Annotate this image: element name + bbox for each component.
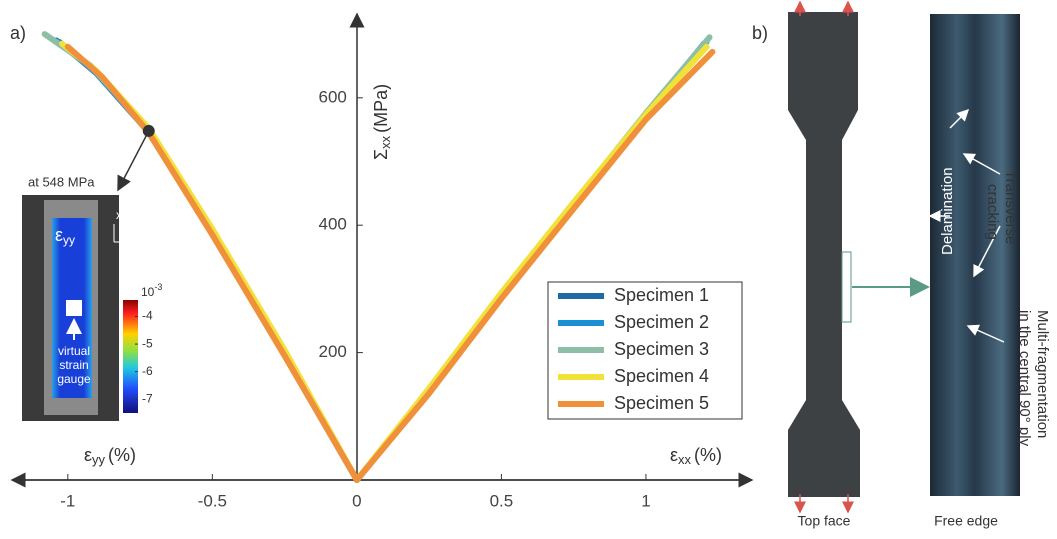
chart: a) -1 -0.5 0 0.5 1 200 400 600 εyy (%) εxx (%) Σx… (10, 12, 754, 510)
colorbar-tick-label: -6 (142, 364, 153, 378)
pointer (973, 225, 1001, 278)
gauge-label-3: gauge (57, 372, 91, 386)
pointer (949, 108, 970, 129)
panel-label: a) (10, 23, 26, 43)
colorbar (123, 300, 138, 413)
inset: εyy virtual strain gauge x y 10-3 -4 -5 -6… (22, 195, 162, 421)
x-tick-label: -0.5 (198, 491, 227, 510)
zoom-box (841, 251, 852, 323)
x-label: εxx (%) (670, 445, 722, 468)
legend-label: Specimen 4 (614, 366, 709, 386)
fragmentation-label-2: in the central 90° ply (1016, 310, 1033, 447)
legend-label: Specimen 5 (614, 393, 709, 413)
legend: Specimen 1 Specimen 2 Specimen 3 Specimen 4… (547, 281, 743, 420)
free-edge-label: Free edge (934, 513, 998, 529)
legend-label: Specimen 3 (614, 339, 709, 359)
y-tick-label: 400 (319, 215, 347, 234)
specimen-photo (788, 12, 860, 497)
series-line (64, 43, 716, 483)
transverse-label-1: Transverse (1002, 170, 1019, 244)
delamination-label: Delamination (939, 167, 956, 255)
x-tick-label: 0 (352, 491, 361, 510)
y-label: Σxx(MPa) (371, 84, 394, 160)
legend-label: Specimen 1 (614, 285, 709, 305)
x-label-left: εyy (%) (84, 445, 136, 468)
inset-axis-x: x (116, 208, 122, 222)
annotation-arrow (117, 130, 150, 192)
plot-area: -1 -0.5 0 0.5 1 200 400 600 (41, 31, 716, 510)
free-edge-photo (930, 14, 1020, 496)
legend-label: Specimen 2 (614, 312, 709, 332)
field-label: εyy (55, 225, 75, 247)
annotation-point (142, 124, 155, 137)
top-face-label: Top face (798, 513, 851, 529)
colorbar-scale: 10-3 (141, 282, 162, 299)
pointer (966, 324, 1005, 343)
inset-axis-y: y (125, 224, 131, 238)
pointer (962, 153, 1001, 175)
colorbar-tick-label: -5 (142, 336, 153, 350)
fragmentation-label-1: Multi-fragmentation (1034, 310, 1051, 438)
y-tick-label: 600 (319, 87, 347, 106)
gauge-label-2: strain (59, 358, 88, 372)
transverse-label-2: cracking (984, 184, 1001, 240)
gauge (66, 300, 82, 316)
panel-label: b) (752, 23, 768, 43)
gauge-label-1: virtual (58, 344, 90, 358)
x-tick-label: 0.5 (490, 491, 514, 510)
colorbar-tick-label: -7 (142, 391, 153, 405)
y-tick-label: 200 (319, 342, 347, 361)
x-tick-label: -1 (60, 491, 75, 510)
colorbar-tick-label: -4 (142, 309, 153, 323)
annotation-label: at 548 MPa (28, 174, 95, 189)
x-tick-label: 1 (641, 491, 650, 510)
photo-panel: b) Delamination Transverse cracking Mult… (752, 0, 1051, 529)
